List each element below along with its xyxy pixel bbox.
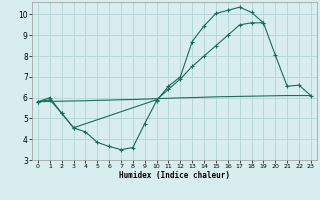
X-axis label: Humidex (Indice chaleur): Humidex (Indice chaleur) — [119, 171, 230, 180]
